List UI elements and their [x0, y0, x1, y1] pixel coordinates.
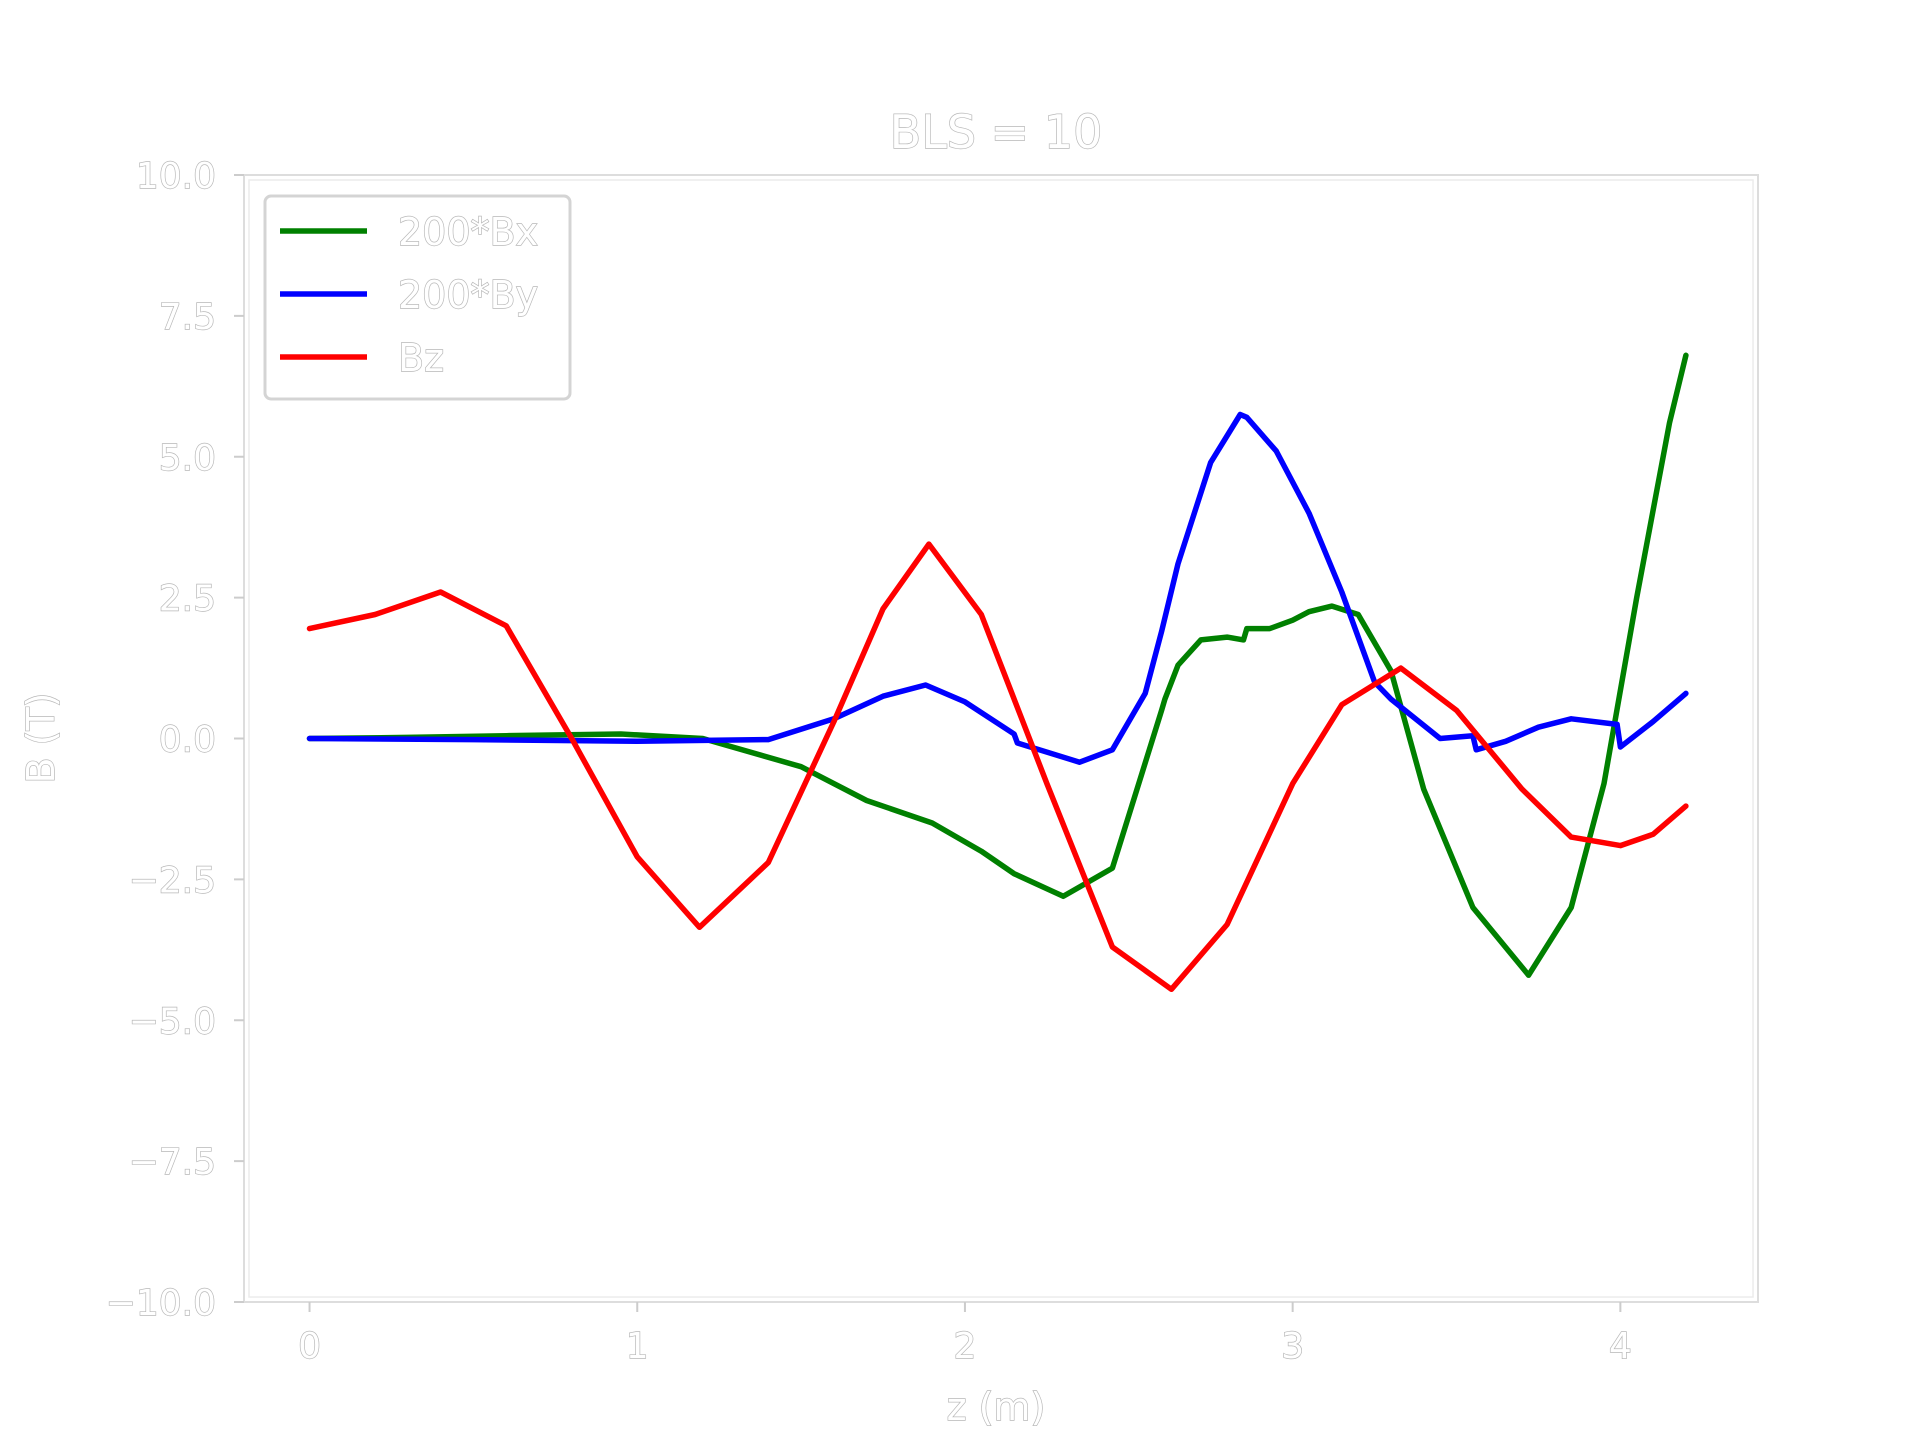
y-axis: 10.0 7.5 5.0 2.5 0.0 −2.5 −5.0 −7.5 −10.0	[105, 155, 244, 1325]
series-layer	[306, 352, 1689, 993]
y-axis-label: B (T)	[19, 692, 63, 783]
series-line-2	[306, 541, 1689, 993]
chart-title: BLS = 10	[890, 105, 1103, 159]
y-tick-label: −7.5	[129, 1142, 216, 1183]
plot-frame-inner	[248, 179, 1754, 1298]
legend-box	[263, 194, 572, 401]
y-tick-label: 7.5	[159, 297, 216, 338]
x-axis: 0 1 2 3 4	[297, 1302, 1633, 1368]
legend-label: 200*Bx	[398, 210, 538, 254]
legend-label: Bz	[398, 336, 444, 380]
y-tick-label: −5.0	[129, 1001, 216, 1042]
legend-label: 200*By	[398, 273, 538, 317]
y-tick-label: 5.0	[159, 438, 216, 479]
x-axis-label: z (m)	[947, 1385, 1046, 1429]
y-tick-label: 10.0	[136, 156, 216, 197]
series-line-1	[306, 411, 1689, 765]
x-tick-label: 2	[953, 1326, 976, 1367]
x-tick-label: 4	[1609, 1326, 1632, 1367]
y-tick-label: −2.5	[129, 860, 216, 901]
x-tick-label: 3	[1281, 1326, 1304, 1367]
y-tick-label: −10.0	[106, 1283, 216, 1324]
legend: 200*Bx 200*By Bz	[263, 194, 572, 401]
x-tick-label: 1	[626, 1326, 649, 1367]
x-tick-label: 0	[298, 1326, 321, 1367]
y-tick-label: 2.5	[159, 579, 216, 620]
series-line-0	[306, 352, 1689, 978]
y-tick-label: 0.0	[159, 720, 216, 761]
